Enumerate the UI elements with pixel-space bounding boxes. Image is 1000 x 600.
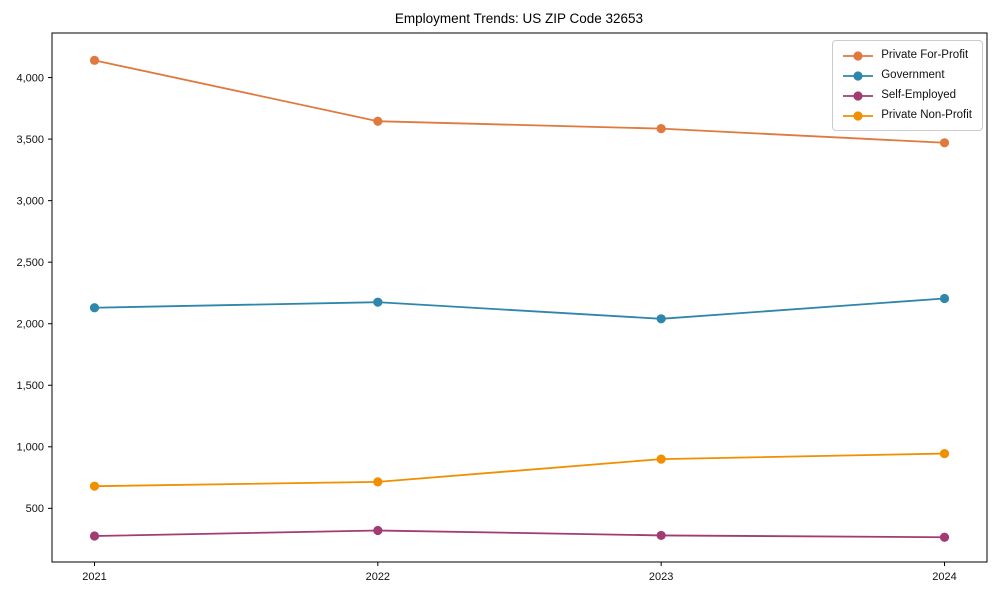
series-marker-government — [656, 314, 666, 324]
series-marker-private-for-profit — [656, 124, 666, 134]
series-marker-private-for-profit — [939, 138, 950, 148]
legend: Private For-Profit Government Self-Employe… — [832, 40, 983, 131]
series-marker-private-non-profit — [656, 454, 666, 464]
y-tick-label: 500 — [26, 503, 44, 515]
y-tick-label: 3,500 — [16, 134, 44, 146]
series-marker-government — [89, 303, 100, 313]
legend-label: Government — [881, 69, 945, 81]
series-line-private-for-profit — [94, 59, 945, 144]
legend-line-marker-icon — [843, 70, 874, 81]
legend-label: Private Non-Profit — [881, 109, 972, 121]
series-marker-government — [373, 297, 383, 307]
series-line-private-non-profit — [94, 452, 945, 488]
series-marker-private-non-profit — [89, 481, 100, 491]
legend-line-marker-icon — [843, 50, 874, 61]
y-tick-label: 2,000 — [16, 319, 44, 331]
y-tick-label: 2,500 — [16, 257, 44, 269]
series-marker-private-non-profit — [939, 448, 950, 459]
plot-border — [51, 32, 988, 563]
plot-area: 500 1,000 1,500 2,000 2,500 3,000 3,500 4,000 20… — [16, 32, 988, 583]
legend-label: Private For-Profit — [881, 49, 969, 61]
y-tick-label: 3,000 — [16, 195, 44, 207]
legend-item-self-employed: Self-Employed — [842, 88, 972, 103]
legend-item-private-non-profit: Private Non-Profit — [842, 108, 972, 123]
legend-line-marker-icon — [843, 90, 874, 101]
legend-item-private-for-profit: Private For-Profit — [842, 48, 972, 63]
series-marker-self-employed — [89, 531, 100, 541]
series-marker-self-employed — [373, 525, 383, 536]
x-tick-label: 2022 — [366, 571, 390, 583]
x-tick-label: 2024 — [932, 571, 956, 583]
series-marker-government — [939, 293, 950, 304]
y-tick-label: 1,000 — [16, 442, 44, 454]
series-marker-private-non-profit — [373, 477, 383, 487]
y-tick-label: 4,000 — [16, 72, 44, 84]
legend-line-marker-icon — [843, 110, 874, 121]
legend-label: Self-Employed — [881, 89, 957, 101]
series-line-government — [94, 297, 945, 320]
series-marker-private-for-profit — [373, 116, 383, 126]
series-marker-self-employed — [939, 532, 950, 542]
y-tick-label: 1,500 — [16, 380, 44, 392]
series-line-self-employed — [94, 529, 945, 539]
x-tick-label: 2023 — [649, 571, 673, 583]
x-tick-label: 2021 — [82, 571, 106, 583]
chart-title: Employment Trends: US ZIP Code 32653 — [395, 11, 643, 26]
series-marker-self-employed — [656, 530, 666, 541]
legend-item-government: Government — [842, 68, 972, 83]
series-marker-private-for-profit — [89, 55, 100, 65]
